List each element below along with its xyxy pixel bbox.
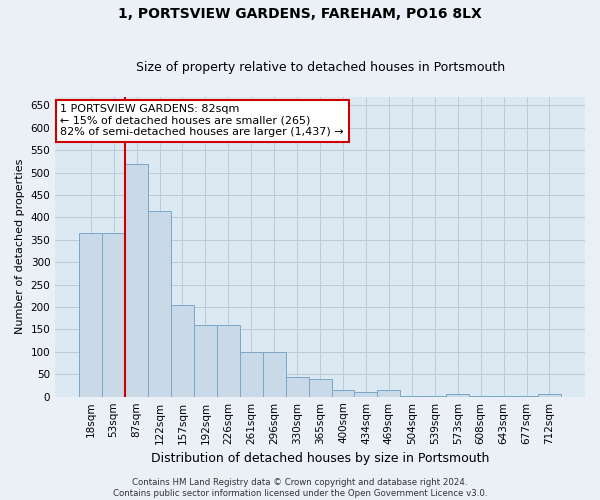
Bar bbox=[217, 325, 240, 396]
Bar bbox=[355, 392, 377, 396]
Text: 1, PORTSVIEW GARDENS, FAREHAM, PO16 8LX: 1, PORTSVIEW GARDENS, FAREHAM, PO16 8LX bbox=[118, 8, 482, 22]
Bar bbox=[263, 352, 286, 397]
Bar bbox=[446, 394, 469, 396]
Bar bbox=[194, 325, 217, 396]
Bar bbox=[125, 164, 148, 396]
Bar bbox=[171, 305, 194, 396]
Bar bbox=[240, 352, 263, 397]
Text: 1 PORTSVIEW GARDENS: 82sqm
← 15% of detached houses are smaller (265)
82% of sem: 1 PORTSVIEW GARDENS: 82sqm ← 15% of deta… bbox=[61, 104, 344, 137]
Y-axis label: Number of detached properties: Number of detached properties bbox=[15, 159, 25, 334]
Bar bbox=[308, 379, 332, 396]
Bar bbox=[148, 210, 171, 396]
X-axis label: Distribution of detached houses by size in Portsmouth: Distribution of detached houses by size … bbox=[151, 452, 489, 465]
Title: Size of property relative to detached houses in Portsmouth: Size of property relative to detached ho… bbox=[136, 62, 505, 74]
Bar bbox=[538, 394, 561, 396]
Bar bbox=[79, 233, 102, 396]
Bar bbox=[332, 390, 355, 396]
Bar bbox=[286, 376, 308, 396]
Bar bbox=[377, 390, 400, 396]
Bar bbox=[102, 233, 125, 396]
Text: Contains HM Land Registry data © Crown copyright and database right 2024.
Contai: Contains HM Land Registry data © Crown c… bbox=[113, 478, 487, 498]
